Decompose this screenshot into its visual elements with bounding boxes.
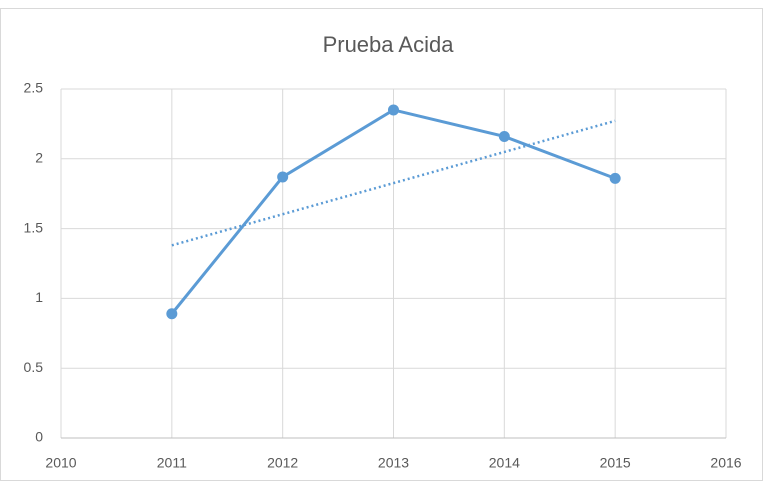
- y-tick-label: 0: [35, 429, 43, 445]
- y-tick-label: 1: [35, 289, 43, 305]
- x-tick-label: 2012: [267, 455, 298, 471]
- x-tick-label: 2015: [600, 455, 631, 471]
- data-point: [609, 172, 621, 184]
- chart-title: Prueba Acida: [323, 32, 455, 57]
- data-point: [498, 130, 510, 142]
- y-tick-label: 2.5: [24, 80, 44, 96]
- x-tick-label: 2016: [710, 455, 741, 471]
- chart-border: [0, 8, 763, 481]
- y-tick-label: 2: [35, 150, 43, 166]
- x-tick-label: 2014: [489, 455, 520, 471]
- x-tick-label: 2013: [378, 455, 409, 471]
- data-point: [166, 308, 178, 320]
- y-tick-label: 1.5: [24, 219, 44, 235]
- y-tick-label: 0.5: [24, 359, 44, 375]
- x-tick-label: 2011: [157, 455, 187, 471]
- x-tick-label: 2010: [45, 455, 76, 471]
- data-point: [277, 171, 289, 183]
- data-point: [388, 104, 399, 116]
